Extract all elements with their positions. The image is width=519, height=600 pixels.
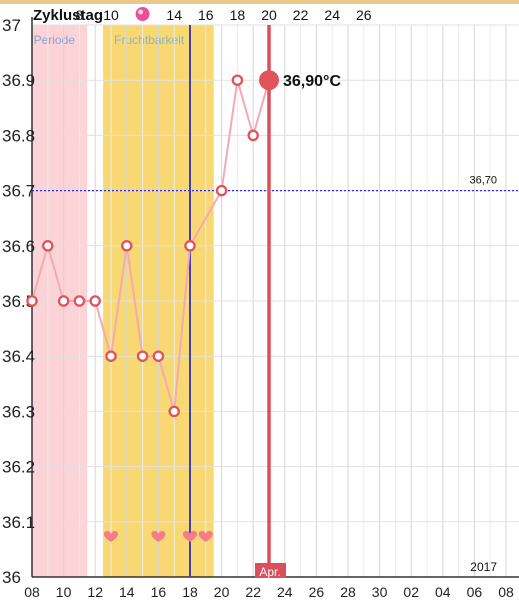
x-tick-label: 28 [340, 584, 356, 600]
temperature-point [121, 240, 133, 252]
y-tick-label: 36.4 [2, 347, 35, 366]
fertile-band-label: Fruchtbarkeit [114, 33, 185, 47]
cycle-day-label: 14 [166, 7, 182, 23]
y-tick-label: 36.3 [2, 402, 35, 421]
x-tick-label: 30 [372, 584, 388, 600]
month-label: Apr. [259, 565, 280, 579]
heart-icon [151, 531, 166, 542]
cycle-day-label: 16 [198, 7, 214, 23]
cycle-day-label: 22 [293, 7, 309, 23]
month-badge [255, 563, 286, 578]
cycle-day-label: 10 [103, 7, 119, 23]
temperature-point [231, 74, 244, 86]
temperature-point [168, 405, 180, 418]
year-label: 2017 [470, 560, 497, 574]
current-temperature-label: 36,90°C [283, 73, 341, 90]
y-tick-label: 36 [2, 568, 21, 587]
temperature-point [26, 295, 38, 307]
y-tick-label: 36.7 [2, 182, 35, 201]
x-tick-label: 10 [56, 584, 72, 600]
x-tick-label: 26 [309, 584, 325, 600]
pink-dot-icon [135, 7, 150, 21]
x-tick-label: 08 [24, 584, 40, 600]
top-strip [0, 0, 519, 4]
cycle-day-label: 18 [230, 7, 246, 23]
temperature-point [105, 350, 117, 362]
y-tick-label: 36.1 [2, 513, 35, 532]
x-tick-label: 22 [245, 584, 261, 600]
y-tick-label: 36.2 [2, 458, 35, 477]
temperature-point [42, 240, 54, 252]
y-tick-label: 37 [2, 16, 21, 35]
temperature-point [136, 350, 149, 362]
heart-icon [104, 531, 118, 542]
y-tick-label: 36.5 [2, 292, 35, 311]
x-tick-label: 12 [87, 584, 103, 600]
cycle-day-label: 20 [261, 7, 277, 23]
y-tick-label: 36.8 [2, 126, 35, 145]
temperature-point [73, 295, 86, 307]
cover-line-label: 36,70 [469, 175, 497, 187]
heart-icon [183, 531, 197, 542]
heart-icon [198, 531, 213, 542]
temperature-point [57, 295, 70, 307]
cycle-day-label: 26 [356, 7, 372, 23]
pink-dot-highlight [138, 9, 144, 15]
y-tick-label: 36.9 [2, 71, 35, 90]
cycle-day-label: 8 [76, 7, 84, 23]
cycle-day-label: 24 [324, 7, 340, 23]
x-tick-label: 04 [435, 584, 451, 600]
x-tick-label: 14 [119, 584, 135, 600]
cycle-day-title: Zyklustag [33, 7, 103, 24]
x-tick-label: 08 [498, 584, 514, 600]
period-band-label: Periode [34, 33, 76, 47]
x-tick-label: 02 [403, 584, 419, 600]
x-tick-label: 06 [467, 584, 483, 600]
temperature-point [152, 350, 165, 362]
x-tick-label: 18 [182, 584, 198, 600]
temperature-point [89, 295, 101, 307]
y-tick-label: 36.6 [2, 237, 35, 256]
temperature-point [215, 184, 228, 197]
x-tick-label: 20 [214, 584, 230, 600]
current-temperature-point [259, 70, 279, 91]
temperature-point [247, 129, 259, 142]
temperature-point [184, 240, 196, 252]
x-tick-label: 16 [151, 584, 167, 600]
x-tick-label: 24 [277, 584, 293, 600]
